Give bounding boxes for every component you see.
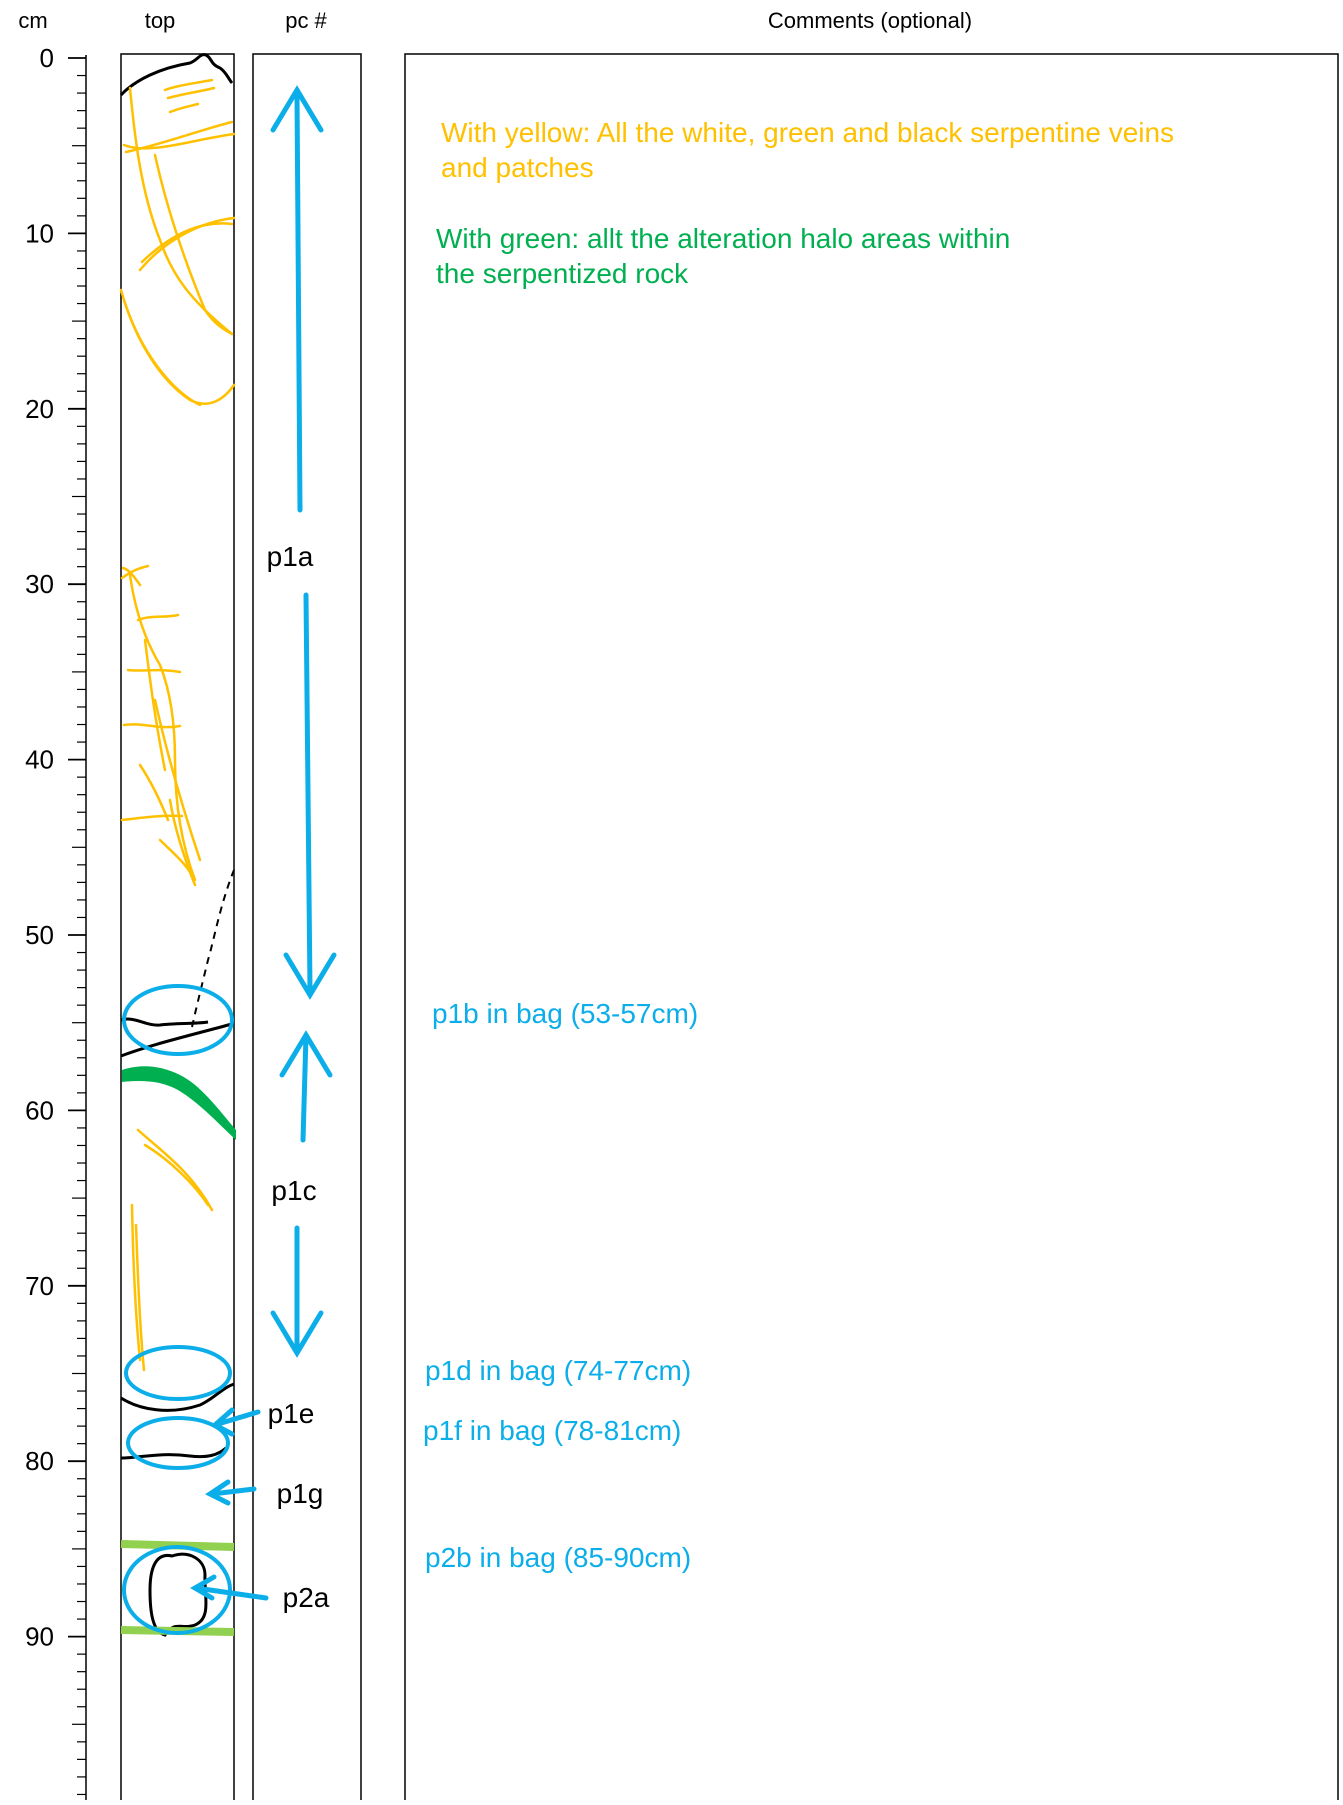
p1c-up-arrow-shaft xyxy=(300,1032,309,1143)
piece-label-p1a: p1a xyxy=(267,541,314,572)
p1c-down-arrowhead xyxy=(270,1310,324,1358)
fracture-57cm xyxy=(120,1022,233,1058)
bag-ellipse-p1d xyxy=(124,1345,232,1401)
header-cm: cm xyxy=(18,8,47,33)
comment-p1b-bag: p1b in bag (53-57cm) xyxy=(432,998,698,1029)
yellow-serpentine-veins xyxy=(119,78,236,1372)
p2a-pointer-arrowhead xyxy=(190,1574,217,1601)
header-comments: Comments (optional) xyxy=(768,8,972,33)
scale-label: 80 xyxy=(25,1446,54,1476)
p1a-up-arrowhead xyxy=(270,85,324,133)
core-top-column xyxy=(120,53,235,1805)
scale-label: 40 xyxy=(25,745,54,775)
core-top-fracture xyxy=(119,53,234,97)
p1g-pointer-arrowhead xyxy=(205,1479,231,1506)
p2a-pointer-arrow xyxy=(193,1585,269,1601)
scale-label: 30 xyxy=(25,569,54,599)
comment-yellow-line1: With yellow: All the white, green and bl… xyxy=(441,117,1174,148)
comment-p1d-bag: p1d in bag (74-77cm) xyxy=(425,1355,691,1386)
dashed-vein xyxy=(191,869,235,1028)
comment-p1f-bag: p1f in bag (78-81cm) xyxy=(423,1415,681,1446)
scale-label: 70 xyxy=(25,1271,54,1301)
piece-label-p1e: p1e xyxy=(268,1398,315,1429)
header-pc: pc # xyxy=(285,8,327,33)
scale-label: 0 xyxy=(40,43,54,73)
comment-green-line1: With green: allt the alteration halo are… xyxy=(436,223,1010,254)
comments: With yellow: All the white, green and bl… xyxy=(423,117,1174,1573)
piece-labels: p1a p1c p1e p1g p2a xyxy=(267,541,330,1613)
comment-p2b-bag: p2b in bag (85-90cm) xyxy=(425,1542,691,1573)
piece-number-column xyxy=(252,53,362,1805)
fracture-55cm xyxy=(120,1017,209,1027)
p1e-pointer-arrow xyxy=(215,1409,261,1427)
scale-label: 10 xyxy=(25,218,54,248)
scale-label: 90 xyxy=(25,1622,54,1652)
bag-ellipse-p2a xyxy=(122,1545,232,1635)
comment-green-line2: the serpentized rock xyxy=(436,258,689,289)
scale-label: 60 xyxy=(25,1095,54,1125)
header-top: top xyxy=(145,8,176,33)
p1c-up-arrowhead xyxy=(279,1030,333,1078)
piece-label-p1g: p1g xyxy=(277,1478,324,1509)
piece-label-p2a: p2a xyxy=(283,1582,330,1613)
bag-ellipse-p1f xyxy=(126,1416,230,1470)
p1e-pointer-arrowhead xyxy=(210,1407,235,1437)
fracture-77cm xyxy=(120,1382,235,1412)
p1g-pointer-arrow xyxy=(209,1486,257,1497)
comments-column xyxy=(404,53,1339,1805)
depth-scale: 0102030405060708090100 xyxy=(11,43,87,1805)
p1a-down-arrowhead xyxy=(283,952,337,1000)
piece-label-p1c: p1c xyxy=(271,1175,316,1206)
p2a-outline xyxy=(148,1552,208,1637)
green-alteration-halo xyxy=(122,1066,236,1140)
p1a-up-arrow-shaft xyxy=(294,92,303,513)
scale-label: 50 xyxy=(25,920,54,950)
p1a-down-arrow-shaft xyxy=(303,592,313,993)
bag-ellipse-p1b xyxy=(122,984,234,1056)
comment-yellow-line2: and patches xyxy=(441,152,594,183)
scale-label: 20 xyxy=(25,394,54,424)
